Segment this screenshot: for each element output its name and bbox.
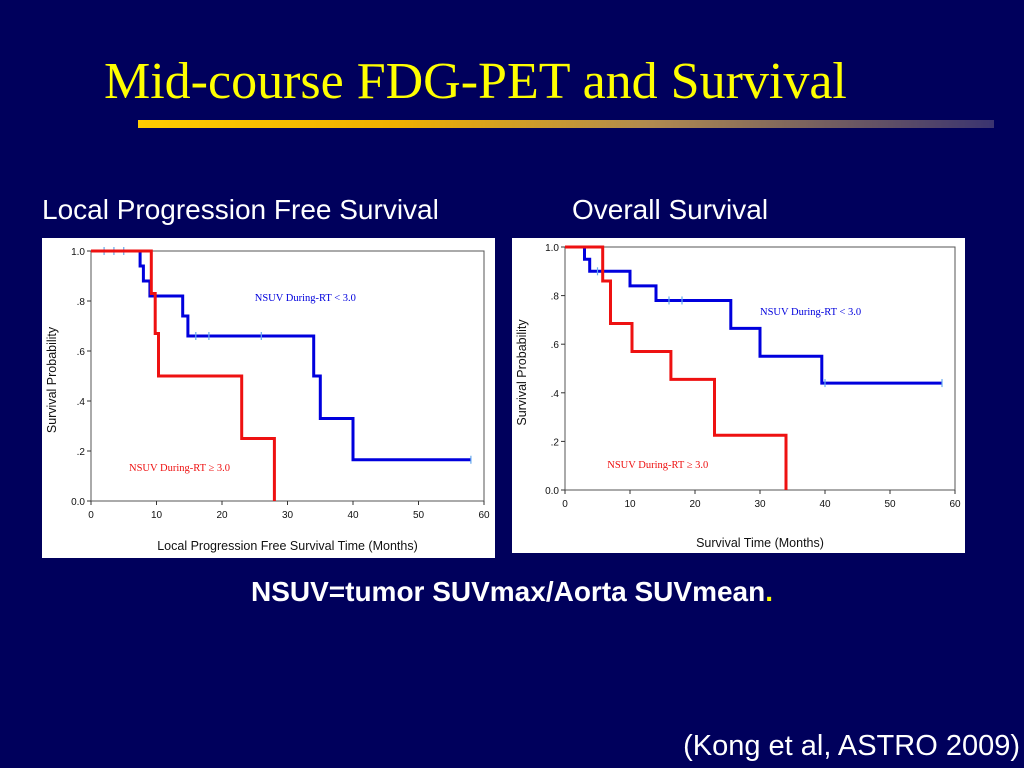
y-tick-label: 1.0: [545, 243, 559, 254]
chart-title-overall-survival: Overall Survival: [572, 194, 769, 225]
x-tick-label: 50: [884, 499, 896, 510]
survival-curve-high-nsuv: [91, 249, 276, 501]
x-tick-label: 0: [562, 499, 568, 510]
y-tick-label: 1.0: [71, 247, 85, 258]
series-label-high-nsuv: NSUV During-RT ≥ 3.0: [607, 460, 708, 471]
series-label-low-nsuv: NSUV During-RT < 3.0: [760, 307, 861, 318]
survival-curve-low-nsuv: [91, 249, 471, 462]
y-tick-label: .4: [551, 389, 560, 400]
x-tick-label: 40: [819, 499, 831, 510]
y-tick-label: 0.0: [545, 486, 559, 497]
plot-frame: [564, 246, 956, 491]
x-tick-label: 50: [413, 510, 425, 521]
x-tick-label: 40: [347, 510, 359, 521]
y-tick-label: .8: [77, 297, 86, 308]
survival-curve-high-nsuv: [565, 245, 788, 490]
survival-chart-local-pfs: 0 10 20 30 40 50 60 0.0 .2 .4 .6 .8 1.0 Local Progres…: [45, 247, 490, 553]
y-tick-label: .6: [77, 347, 86, 358]
series-label-high-nsuv: NSUV During-RT ≥ 3.0: [129, 463, 230, 474]
x-tick-label: 60: [478, 510, 490, 521]
citation: (Kong et al, ASTRO 2009): [683, 730, 1020, 762]
x-tick-label: 20: [689, 499, 701, 510]
y-tick-label: 0.0: [71, 497, 85, 508]
y-tick-label: .6: [551, 340, 560, 351]
x-tick-label: 30: [282, 510, 294, 521]
title-underline: [138, 120, 994, 128]
chart-title-local-pfs: Local Progression Free Survival: [42, 194, 439, 225]
nsuv-definition: NSUV=tumor SUVmax/Aorta SUVmean.: [0, 576, 1024, 608]
x-tick-label: 10: [624, 499, 636, 510]
x-tick-label: 10: [151, 510, 163, 521]
y-axis-title: Survival Probability: [515, 319, 529, 426]
x-tick-label: 20: [216, 510, 228, 521]
x-axis-title: Local Progression Free Survival Time (Mo…: [157, 539, 418, 553]
y-axis-title: Survival Probability: [45, 326, 59, 433]
x-tick-label: 0: [88, 510, 94, 521]
survival-curve-low-nsuv: [565, 245, 942, 385]
x-tick-label: 60: [949, 499, 961, 510]
x-axis-title: Survival Time (Months): [696, 536, 824, 550]
nsuv-definition-text: NSUV=tumor SUVmax/Aorta SUVmean: [250, 576, 766, 607]
y-tick-label: .2: [551, 437, 560, 448]
chart-panel-local-pfs: 0 10 20 30 40 50 60 0.0 .2 .4 .6 .8 1.0 Local Progres…: [42, 238, 495, 558]
nsuv-definition-dot: .: [765, 576, 774, 607]
slide-title: Mid-course FDG-PET and Survival: [104, 53, 847, 110]
y-tick-label: .8: [551, 292, 560, 303]
chart-panel-overall-survival: 0 10 20 30 40 50 60 0.0 .2 .4 .6 .8 1.0 Survival Time…: [512, 238, 965, 553]
survival-chart-overall: 0 10 20 30 40 50 60 0.0 .2 .4 .6 .8 1.0 Survival Time…: [515, 243, 961, 550]
x-tick-label: 30: [754, 499, 766, 510]
y-tick-label: .2: [77, 447, 86, 458]
y-tick-label: .4: [77, 397, 86, 408]
series-label-low-nsuv: NSUV During-RT < 3.0: [255, 293, 356, 304]
